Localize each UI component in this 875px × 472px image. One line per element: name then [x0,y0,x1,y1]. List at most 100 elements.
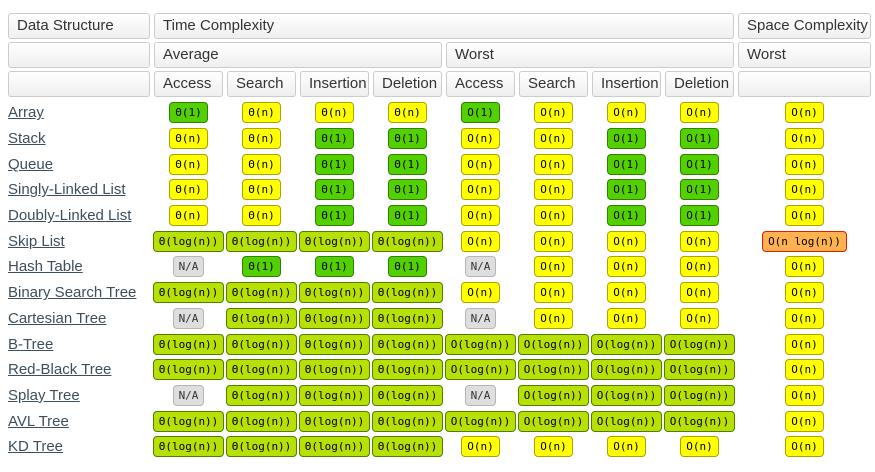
complexity-cell: Θ(n) [154,126,223,152]
complexity-badge: O(n) [461,436,500,458]
complexity-badge: Θ(log(n)) [298,359,371,381]
header-op-access-worst: Access [446,71,515,97]
complexity-cell: O(n) [665,254,734,280]
complexity-badge: Θ(1) [388,205,427,227]
complexity-badge: Θ(log(n)) [298,282,371,304]
datastructure-link-binary-search-tree[interactable]: Binary Search Tree [8,284,137,302]
datastructure-link-hash-table[interactable]: Hash Table [8,258,83,276]
complexity-cell: O(log(n)) [590,357,663,383]
complexity-badge: O(n) [680,436,719,458]
complexity-badge: Θ(1) [388,256,427,278]
complexity-badge: Θ(log(n)) [152,436,225,458]
datastructure-link-stack[interactable]: Stack [8,130,46,148]
complexity-badge: Θ(n) [169,179,208,201]
complexity-cell: Θ(log(n)) [298,280,371,306]
complexity-cell: O(n) [665,228,734,254]
header-time-complexity: Time Complexity [154,13,734,39]
complexity-cell: Θ(log(n)) [371,280,444,306]
complexity-cell: O(log(n)) [663,331,736,357]
complexity-cell: Θ(log(n)) [225,357,298,383]
header-op-insertion-worst: Insertion [592,71,661,97]
complexity-badge: O(log(n)) [590,410,663,432]
row-stack: Stack [8,126,150,152]
complexity-cell: Θ(1) [154,100,223,126]
complexity-badge: Θ(log(n)) [371,307,444,329]
complexity-cell: Θ(1) [373,203,442,229]
complexity-badge: O(log(n)) [444,410,517,432]
complexity-badge: Θ(n) [169,128,208,150]
header-average: Average [154,42,442,68]
complexity-badge: O(n) [785,205,824,227]
header-op-search-avg: Search [227,71,296,97]
complexity-badge: Θ(n) [315,102,354,124]
complexity-badge: O(1) [461,102,500,124]
datastructure-link-queue[interactable]: Queue [8,155,54,173]
complexity-badge: O(log(n)) [663,384,736,406]
complexity-cell: O(log(n)) [444,357,517,383]
complexity-cell: Θ(n) [227,151,296,177]
complexity-badge: Θ(n) [242,153,281,175]
datastructure-link-avl-tree[interactable]: AVL Tree [8,412,69,430]
complexity-badge: Θ(1) [388,179,427,201]
datastructure-link-splay-tree[interactable]: Splay Tree [8,386,80,404]
complexity-cell: O(n) [446,177,515,203]
complexity-cell: O(n) [738,100,871,126]
complexity-cell: Θ(log(n)) [225,306,298,332]
datastructure-link-cartesian-tree[interactable]: Cartesian Tree [8,309,107,327]
complexity-cell: O(n) [519,177,588,203]
complexity-cell: O(n) [446,228,515,254]
row-kd-tree: KD Tree [8,434,150,460]
complexity-badge: O(n) [534,436,573,458]
complexity-badge: Θ(n) [242,179,281,201]
complexity-cell: Θ(n) [154,151,223,177]
header-worst-space: Worst [738,42,871,68]
complexity-cell: N/A [154,306,223,332]
complexity-cell: O(log(n)) [590,383,663,409]
complexity-cell: Θ(n) [154,177,223,203]
complexity-cell: N/A [446,254,515,280]
datastructure-link-doubly-linked-list[interactable]: Doubly-Linked List [8,207,132,225]
header-data-structure: Data Structure [8,13,150,39]
complexity-badge: O(n) [680,256,719,278]
complexity-cell: Θ(log(n)) [298,383,371,409]
datastructure-link-red-black-tree[interactable]: Red-Black Tree [8,361,112,379]
complexity-badge: Θ(1) [315,256,354,278]
complexity-badge: Θ(log(n)) [298,230,371,252]
datastructure-link-array[interactable]: Array [8,104,44,122]
complexity-badge: O(n) [461,153,500,175]
complexity-cell: N/A [446,383,515,409]
complexity-badge: Θ(log(n)) [371,436,444,458]
datastructure-link-b-tree[interactable]: B-Tree [8,335,54,353]
datastructure-link-singly-linked-list[interactable]: Singly-Linked List [8,181,126,199]
complexity-badge: Θ(log(n)) [371,384,444,406]
complexity-cell: O(1) [592,177,661,203]
complexity-badge: N/A [172,256,205,278]
complexity-badge: O(n) [534,153,573,175]
complexity-badge: O(n) [607,307,646,329]
complexity-badge: O(log(n)) [590,359,663,381]
complexity-badge: O(n) [785,282,824,304]
datastructure-link-skip-list[interactable]: Skip List [8,232,65,250]
complexity-cell: O(n) [738,383,871,409]
datastructure-link-kd-tree[interactable]: KD Tree [8,438,64,456]
complexity-cell: Θ(1) [373,126,442,152]
complexity-cell: Θ(n) [227,126,296,152]
row-doubly-linked-list: Doubly-Linked List [8,203,150,229]
complexity-badge: O(n) [785,410,824,432]
complexity-badge: O(n) [534,205,573,227]
complexity-badge: Θ(n) [169,153,208,175]
header-op-insertion-avg: Insertion [300,71,369,97]
complexity-badge: O(log(n)) [517,410,590,432]
complexity-badge: O(n) [607,102,646,124]
complexity-cell: O(n) [519,280,588,306]
complexity-cell: O(n) [592,306,661,332]
complexity-badge: O(n) [785,359,824,381]
complexity-cell: O(n) [738,280,871,306]
complexity-badge: O(n) [461,179,500,201]
complexity-badge: O(n) [534,282,573,304]
row-binary-search-tree: Binary Search Tree [8,280,150,306]
complexity-badge: Θ(1) [315,205,354,227]
complexity-cell: O(n) [519,203,588,229]
complexity-badge: O(n) [534,307,573,329]
complexity-badge: O(log(n)) [517,359,590,381]
